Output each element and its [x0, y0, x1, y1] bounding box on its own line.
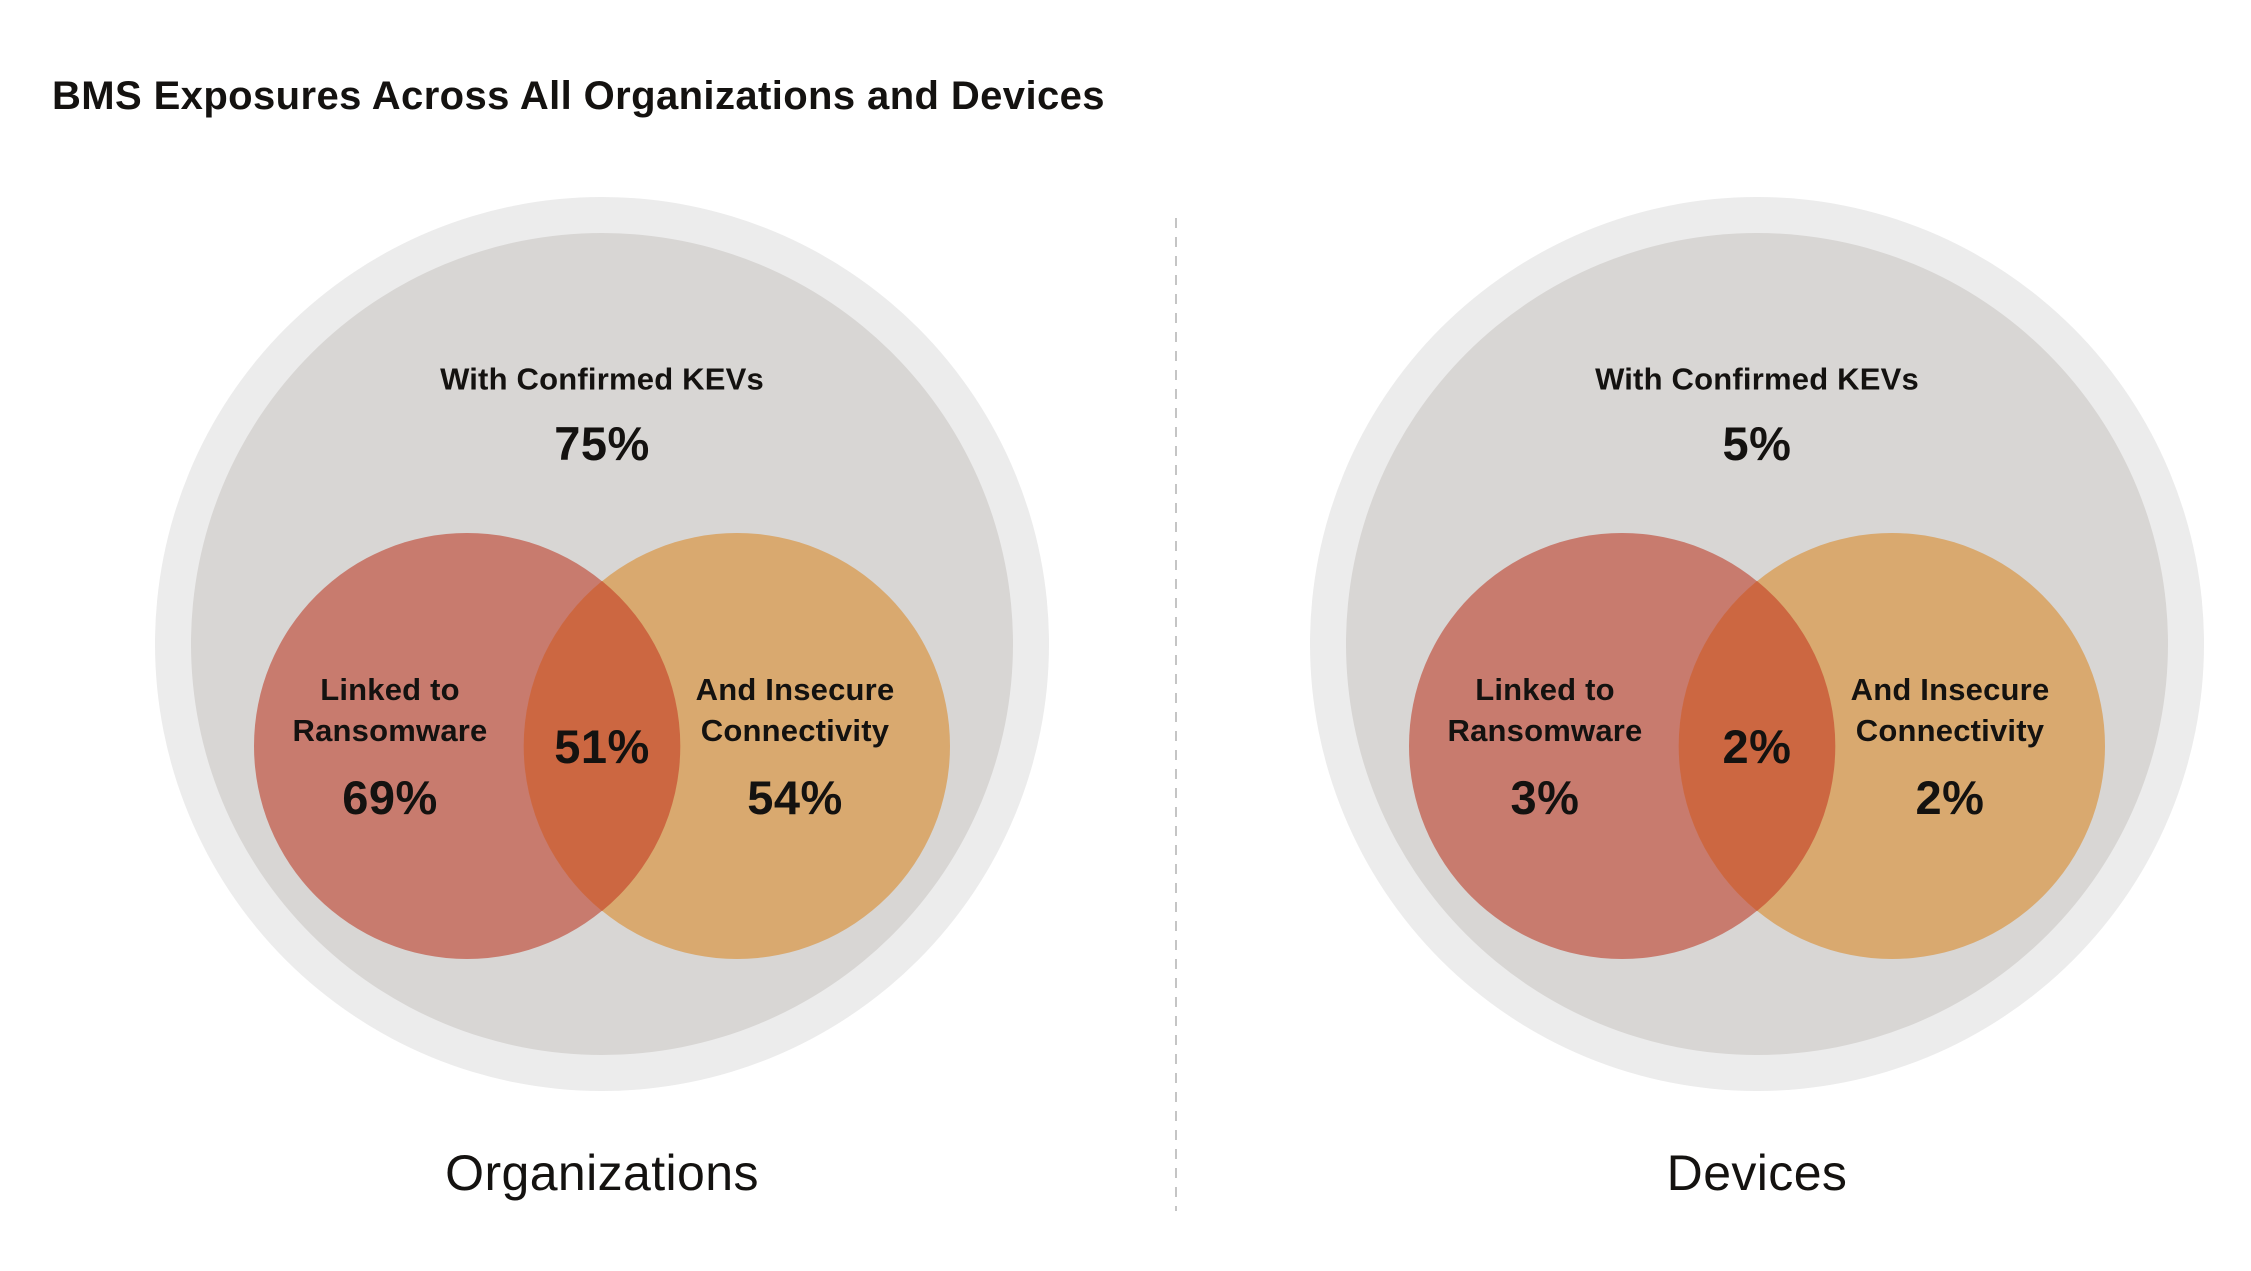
set-a-label-line1: Linked to: [320, 672, 460, 708]
intersection-value: 51%: [554, 719, 650, 773]
set-b-value: 2%: [1915, 770, 1985, 824]
overlap-lens: [1678, 581, 1836, 911]
set-a-value: 69%: [342, 770, 438, 824]
set-a-label: Linked to Ransomware: [293, 670, 488, 752]
panel-label-organizations: Organizations: [445, 1145, 759, 1201]
figure-title: BMS Exposures Across All Organizations a…: [52, 74, 1105, 118]
panel-label-devices: Devices: [1666, 1145, 1848, 1201]
set-a-label-line2: Ransomware: [292, 713, 488, 748]
set-b-label: And Insecure Connectivity: [696, 670, 895, 752]
panel-divider: [1175, 218, 1177, 1211]
panel-devices: With Confirmed KEVs 5% Linked to Ransomw…: [1155, 0, 2251, 1271]
set-b-label-line1: And Insecure: [1850, 672, 2050, 708]
set-b-label-line2: Connectivity: [700, 713, 890, 748]
outer-set-value: 75%: [554, 416, 650, 470]
set-b-value: 54%: [747, 770, 843, 824]
set-b-label-line2: Connectivity: [1855, 713, 2045, 748]
intersection-value: 2%: [1722, 719, 1792, 773]
set-a-label: Linked to Ransomware: [1448, 670, 1643, 752]
overlap-lens: [523, 581, 681, 911]
outer-set-label: With Confirmed KEVs: [1595, 361, 1919, 397]
set-a-label-line1: Linked to: [1475, 672, 1615, 708]
set-b-label: And Insecure Connectivity: [1851, 670, 2050, 752]
outer-set-label: With Confirmed KEVs: [440, 361, 764, 397]
panel-organizations: With Confirmed KEVs 75% Linked to Ransom…: [155, 197, 1049, 1201]
outer-set-value: 5%: [1722, 416, 1792, 470]
venn-diagram-devices: [1310, 197, 2204, 1091]
set-a-label-line2: Ransomware: [1447, 713, 1643, 748]
set-a-value: 3%: [1510, 770, 1580, 824]
venn-diagram-organizations: [155, 197, 1049, 1091]
set-b-label-line1: And Insecure: [695, 672, 895, 708]
